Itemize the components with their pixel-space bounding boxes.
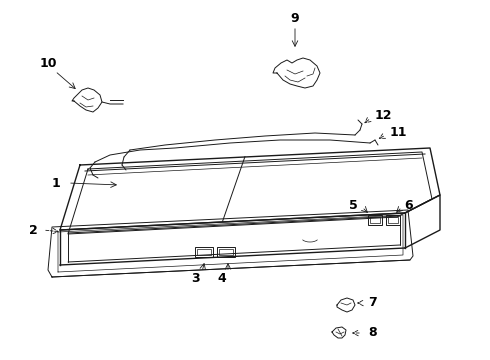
Bar (217, 247, 235, 257)
Text: 8: 8 (368, 325, 377, 338)
Text: 5: 5 (349, 198, 358, 212)
Bar (195, 247, 213, 257)
Bar (386, 215, 400, 225)
Text: 2: 2 (29, 224, 38, 237)
Text: 7: 7 (368, 297, 377, 310)
Text: 3: 3 (191, 271, 199, 284)
Text: 10: 10 (40, 57, 57, 69)
Text: 9: 9 (291, 12, 299, 24)
Bar (370, 217, 380, 223)
Text: 12: 12 (375, 108, 392, 122)
Bar (368, 215, 382, 225)
Bar (388, 217, 398, 223)
Bar (197, 249, 211, 255)
Text: 4: 4 (218, 271, 226, 284)
Text: 1: 1 (51, 176, 60, 189)
Text: 6: 6 (404, 198, 413, 212)
Text: 11: 11 (390, 126, 408, 139)
Bar (219, 249, 233, 255)
